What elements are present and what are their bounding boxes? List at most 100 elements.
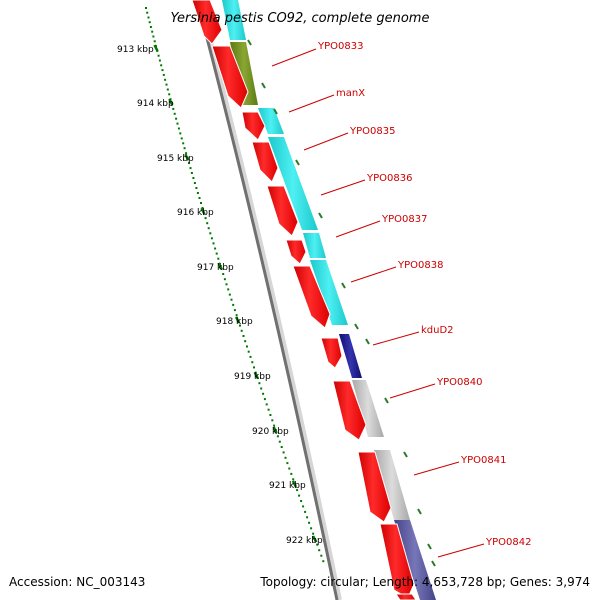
gene-label-ypo0835[interactable]: YPO0835	[349, 126, 395, 137]
gene-label-ypo0836[interactable]: YPO0836	[366, 173, 412, 184]
gene-label-manx[interactable]: manX	[336, 88, 365, 99]
cds-arrow[interactable]	[292, 265, 331, 329]
cds-track	[191, 0, 417, 600]
gene-feature-ypo0841-cog[interactable]	[374, 450, 410, 520]
scale-dot	[239, 324, 241, 327]
scale-dot	[316, 543, 319, 546]
scale-dot	[251, 361, 254, 364]
cds-arrow[interactable]	[191, 0, 223, 45]
scale-labels: 913 kbp 914 kbp 915 kbp 916 kbp 917 kbp …	[117, 45, 323, 546]
scale-dot	[306, 516, 309, 519]
scale-dot	[228, 293, 231, 296]
gene-feature-ypo0842-cog[interactable]	[394, 520, 436, 600]
scale-dot	[232, 303, 235, 306]
scale-dot	[312, 532, 315, 535]
cog-track	[222, 0, 436, 600]
scale-dot	[168, 93, 171, 96]
scale-tick	[168, 98, 174, 106]
scale-dot	[320, 554, 323, 557]
gene-label-ypo0841[interactable]: YPO0841	[460, 455, 506, 466]
cds-arrow[interactable]	[379, 523, 415, 599]
scale-dot	[190, 172, 193, 174]
gene-feature-ypo0832[interactable]	[222, 0, 246, 40]
gene-label-ypo0838[interactable]: YPO0838	[397, 260, 443, 271]
gene-feature-ypo0833[interactable]	[230, 42, 258, 105]
scale-dot	[206, 222, 209, 225]
scale-dot	[288, 467, 291, 470]
scale-label: 914 kbp	[137, 99, 174, 109]
scale-dot	[161, 69, 164, 72]
gene-label-ypo0837[interactable]: YPO0837	[381, 214, 427, 225]
scale-dot	[192, 177, 195, 179]
cds-arrow[interactable]	[332, 380, 367, 441]
scale-dot	[196, 192, 199, 194]
scale-dot	[215, 252, 218, 255]
scale-dot	[269, 414, 272, 416]
scale-label: 915 kbp	[157, 154, 194, 164]
scale-dot	[200, 202, 202, 204]
scale-label: 918 kbp	[216, 317, 253, 327]
gene-label-ypo0833[interactable]: YPO0833	[317, 41, 363, 52]
scale-tick	[153, 44, 159, 52]
scale-dot	[267, 408, 270, 411]
cds-arrow[interactable]	[285, 239, 307, 265]
cds-arrow[interactable]	[241, 111, 266, 141]
scale-dot	[210, 237, 213, 240]
scale-dot	[280, 446, 283, 448]
gene-feature-manx[interactable]	[258, 108, 284, 134]
cds-arrow[interactable]	[211, 45, 249, 109]
scale-dot	[318, 549, 321, 552]
scale-dot	[179, 132, 182, 135]
scale-dot	[227, 288, 230, 291]
scale-dot	[172, 107, 175, 110]
scale-label: 921 kbp	[269, 481, 306, 491]
gene-feature-ypo0835[interactable]	[268, 137, 318, 230]
cds-arrow[interactable]	[251, 141, 279, 183]
scale-dot	[253, 366, 255, 369]
gene-label-ypo0842[interactable]: YPO0842	[485, 537, 531, 548]
gene-feature-ypo0840-cog[interactable]	[352, 380, 384, 437]
scale-dot	[214, 247, 217, 250]
scale-dot	[292, 478, 295, 481]
scale-dot	[152, 35, 155, 38]
cds-arrow[interactable]	[320, 337, 343, 369]
scale-dot	[189, 167, 192, 170]
scale-dot	[212, 242, 215, 245]
gene-feature-ypo0837[interactable]	[303, 233, 326, 258]
scale-label: 913 kbp	[117, 45, 154, 55]
scale-dot	[286, 462, 289, 465]
scale-dot	[153, 40, 156, 43]
scale-dot	[265, 403, 268, 406]
scale-dot	[310, 527, 313, 530]
scale-tick	[234, 316, 241, 324]
gene-label-kdud2[interactable]: kduD2	[421, 325, 454, 336]
scale-dot	[209, 232, 212, 235]
cds-arrow[interactable]	[395, 593, 417, 600]
scale-dot	[188, 162, 190, 165]
cds-arrow[interactable]	[266, 185, 299, 237]
scale-dot	[230, 298, 233, 301]
scale-dot	[282, 451, 285, 454]
cds-arrow[interactable]	[357, 451, 392, 523]
scale-dot	[195, 187, 198, 189]
gene-feature-kdud2[interactable]	[339, 334, 362, 378]
scale-dot	[300, 500, 303, 502]
genome-backbone-line	[195, 0, 339, 600]
scale-dot	[308, 521, 311, 524]
scale-tick	[200, 207, 206, 215]
genome-backbone	[196, 0, 342, 600]
scale-dot	[271, 419, 274, 422]
gene-feature-ypo0838[interactable]	[310, 260, 348, 325]
scale-tick	[272, 426, 278, 434]
scale-dot	[180, 137, 183, 140]
scale-dot	[290, 472, 293, 475]
accession-text: Accession: NC_003143	[9, 575, 145, 589]
gene-label-ypo0840[interactable]: YPO0840	[436, 377, 482, 388]
scale-label: 916 kbp	[177, 208, 214, 218]
scale-dot	[225, 283, 228, 286]
scale-tick	[217, 262, 223, 270]
scale-dot	[177, 127, 180, 130]
scale-dot	[185, 152, 188, 155]
scale-dot	[183, 147, 186, 150]
